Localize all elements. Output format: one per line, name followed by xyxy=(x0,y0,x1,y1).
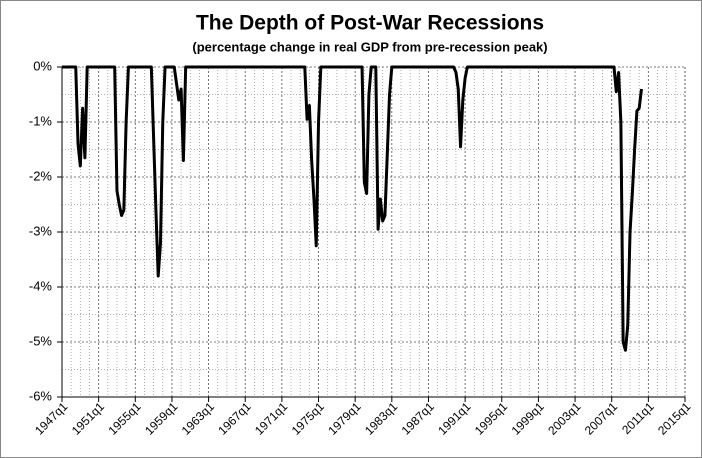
y-tick-label: -4% xyxy=(29,278,53,293)
y-tick-label: -2% xyxy=(29,168,53,183)
y-tick-label: -3% xyxy=(29,223,53,238)
chart-subtitle: (percentage change in real GDP from pre-… xyxy=(192,39,547,54)
chart-title: The Depth of Post-War Recessions xyxy=(196,12,544,35)
y-tick-label: -1% xyxy=(29,113,53,128)
y-tick-label: -5% xyxy=(29,333,53,348)
y-tick-label: -6% xyxy=(29,388,53,403)
data-line xyxy=(62,65,643,352)
y-tick-label: 0% xyxy=(33,58,52,73)
